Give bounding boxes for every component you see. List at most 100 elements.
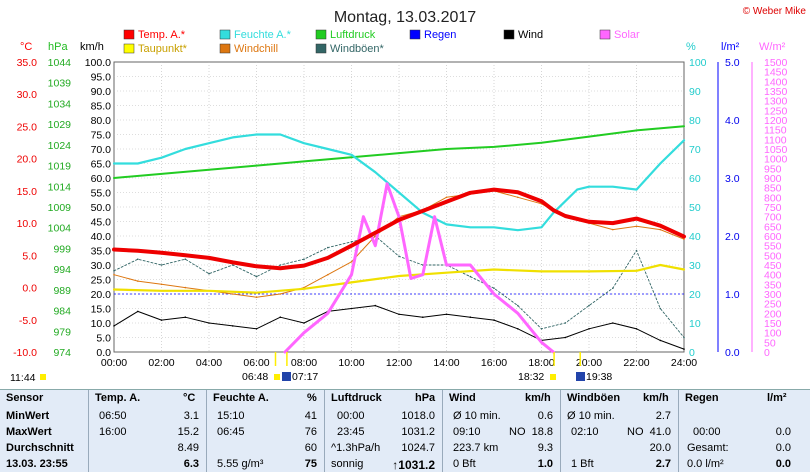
data-point <box>612 228 614 231</box>
legend-label: Feuchte A.* <box>234 29 292 41</box>
data-point <box>422 316 424 319</box>
time-tick-label: 18:00 <box>528 357 554 369</box>
data-point <box>184 148 187 150</box>
data-point <box>659 264 662 266</box>
legend-swatch <box>503 29 515 40</box>
solar-tick-label: 1100 <box>764 134 787 146</box>
stats-feuchte-absolute: 5.55 g/m³ <box>217 458 264 470</box>
wind-tick-label: 0.0 <box>96 347 111 359</box>
solar-tick-label: 450 <box>764 260 782 272</box>
time-tick-label: 00:00 <box>101 357 127 369</box>
time-tick-label: 08:00 <box>291 357 317 369</box>
wind-tick-label: 40.0 <box>91 231 112 243</box>
stats-luftdruck-time: 00:00 <box>337 410 365 422</box>
data-point <box>327 257 329 259</box>
stats-feuchte-time: 06:45 <box>217 426 245 438</box>
copyright-text: © Weber Mike <box>743 6 807 17</box>
data-point <box>659 224 662 227</box>
rain-tick-label: 4.0 <box>725 115 740 127</box>
data-point <box>184 316 187 319</box>
data-point <box>113 325 115 327</box>
stats-windboeen-direction: NO <box>627 426 644 438</box>
data-point <box>612 287 614 290</box>
sunrise-label: 06:48 <box>242 371 268 383</box>
solar-tick-label: 500 <box>764 250 782 262</box>
pressure-tick-label: 1044 <box>48 57 72 69</box>
stats-regen-header: Regen <box>685 392 719 404</box>
data-point <box>327 312 329 315</box>
stats-wind-value: 0.6 <box>537 410 553 422</box>
stats-windboeen-current: 2.7 <box>655 458 671 470</box>
solar-tick-label: 950 <box>764 163 782 175</box>
data-point <box>279 316 282 319</box>
data-point <box>540 341 543 344</box>
data-point <box>350 307 353 310</box>
data-point <box>303 160 305 163</box>
temp-tick-label: 0.0 <box>22 283 37 295</box>
data-point <box>433 215 436 218</box>
legend-swatch <box>123 29 135 40</box>
data-point <box>184 286 187 289</box>
data-point <box>493 268 495 271</box>
solar-tick-label: 1350 <box>764 86 788 98</box>
stats-row-label: Durchschnitt <box>6 442 74 454</box>
data-point <box>659 339 662 342</box>
stats-row-label: MinWert <box>6 410 50 422</box>
data-point <box>493 319 495 321</box>
legend-swatch <box>599 29 611 40</box>
data-point <box>113 288 115 291</box>
solar-tick-label: 550 <box>764 241 782 253</box>
solar-tick-label: 700 <box>764 212 782 224</box>
wind-tick-label: 5.0 <box>96 333 111 345</box>
data-point <box>517 229 519 231</box>
solar-tick-label: 50 <box>764 337 776 349</box>
pressure-tick-label: 1024 <box>48 140 72 152</box>
stats-luftdruck-value: 1031.2 <box>401 426 435 438</box>
data-point <box>350 156 353 159</box>
data-point <box>291 266 293 268</box>
data-point <box>659 307 662 310</box>
data-point <box>576 188 578 191</box>
data-point <box>208 290 210 292</box>
solar-tick-label: 350 <box>764 279 782 291</box>
data-point <box>398 215 400 218</box>
data-point <box>517 328 519 330</box>
sunset-icon <box>550 374 556 380</box>
time-tick-label: 24:00 <box>671 357 697 369</box>
data-point <box>445 313 448 316</box>
data-point <box>374 244 377 247</box>
rain-axis-unit: l/m² <box>721 41 740 53</box>
data-point <box>255 164 258 167</box>
data-point <box>683 268 685 271</box>
data-point <box>113 273 115 276</box>
legend-label: Solar <box>614 29 640 41</box>
sunset-label: 18:32 <box>518 371 544 383</box>
data-point <box>374 304 377 307</box>
temp-tick-label: 10.0 <box>17 218 38 230</box>
data-point <box>362 215 365 218</box>
data-point <box>552 209 555 211</box>
stats-regen-rate: 0.0 l/m² <box>687 458 724 470</box>
data-point <box>113 162 115 165</box>
solar-tick-label: 800 <box>764 192 782 204</box>
temp-tick-label: 20.0 <box>17 154 38 166</box>
data-point <box>564 322 567 324</box>
rain-tick-label: 0.0 <box>725 347 740 359</box>
data-point <box>232 261 234 264</box>
stats-windboeen-value: 20.0 <box>649 442 671 454</box>
data-point <box>279 264 282 266</box>
legend-label: Regen <box>424 29 456 41</box>
solar-tick-label: 850 <box>764 183 782 195</box>
stats-feuchte-header: Feuchte A. <box>213 392 269 404</box>
stats-wind-header: Wind <box>449 392 476 404</box>
data-point <box>635 270 638 272</box>
data-point <box>588 221 590 223</box>
legend-label: Wind <box>518 29 543 41</box>
wind-tick-label: 55.0 <box>91 188 112 200</box>
stats-feuchte-current: 75 <box>304 458 317 470</box>
stats-wind-value: 9.3 <box>537 442 553 454</box>
stats-luftdruck-time: 23:45 <box>337 426 365 438</box>
data-point <box>255 328 258 330</box>
solar-tick-label: 100 <box>764 328 782 340</box>
data-point <box>303 288 305 290</box>
